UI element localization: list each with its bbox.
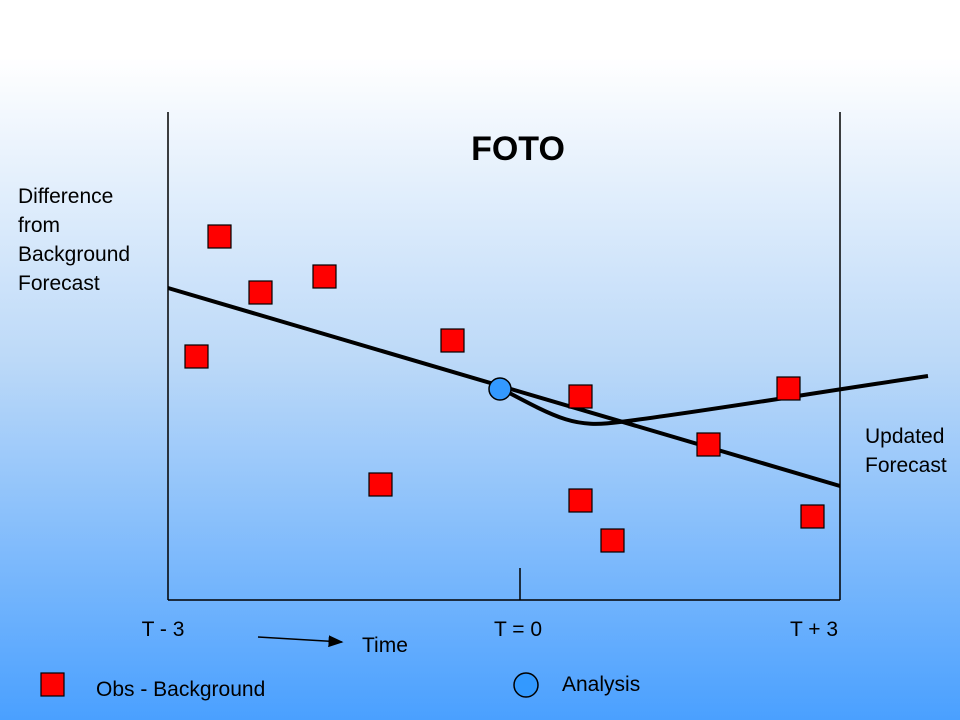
y-label-line-2: from [18,214,60,237]
time-label: Time [362,634,408,657]
updated-forecast-curve [499,374,929,426]
obs-point [248,280,273,305]
obs-point [568,488,593,513]
updated-forecast-label: Updated Forecast [865,425,950,477]
obs-point [312,264,337,289]
obs-point [207,224,232,249]
updated-label-line-1: Updated [865,425,944,448]
legend-analysis-label: Analysis [562,673,640,696]
diagram-title: FOTO [471,130,565,168]
obs-point [368,472,393,497]
obs-point [600,528,625,553]
legend-analysis-swatch [513,672,539,698]
obs-point [440,328,465,353]
y-label-line-3: Background [18,243,130,266]
obs-point [184,344,209,369]
y-axis-label: Difference from Background Forecast [18,185,136,295]
obs-point [800,504,825,529]
analysis-point [488,377,512,401]
y-label-line-1: Difference [18,185,113,208]
time-arrow [257,635,344,648]
tick-label-t-plus-3: T + 3 [790,618,838,641]
tick-label-t-minus-3: T - 3 [142,618,185,641]
updated-label-line-2: Forecast [865,454,947,477]
legend-obs-swatch [40,672,65,697]
tick-label-t0: T = 0 [494,618,542,641]
obs-point [568,384,593,409]
obs-point [776,376,801,401]
legend-obs-label: Obs - Background [96,678,265,701]
y-label-line-4: Forecast [18,272,100,295]
obs-point [696,432,721,457]
